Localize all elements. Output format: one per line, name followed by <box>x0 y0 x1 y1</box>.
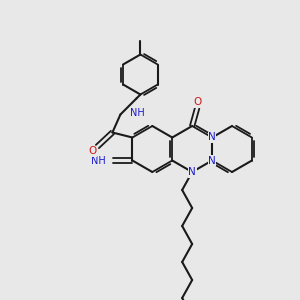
Text: N: N <box>208 133 216 142</box>
Text: N: N <box>208 155 216 166</box>
Text: O: O <box>193 97 201 107</box>
Text: N: N <box>188 167 196 177</box>
Text: NH: NH <box>130 107 145 118</box>
Text: O: O <box>88 146 97 157</box>
Text: NH: NH <box>91 155 105 166</box>
